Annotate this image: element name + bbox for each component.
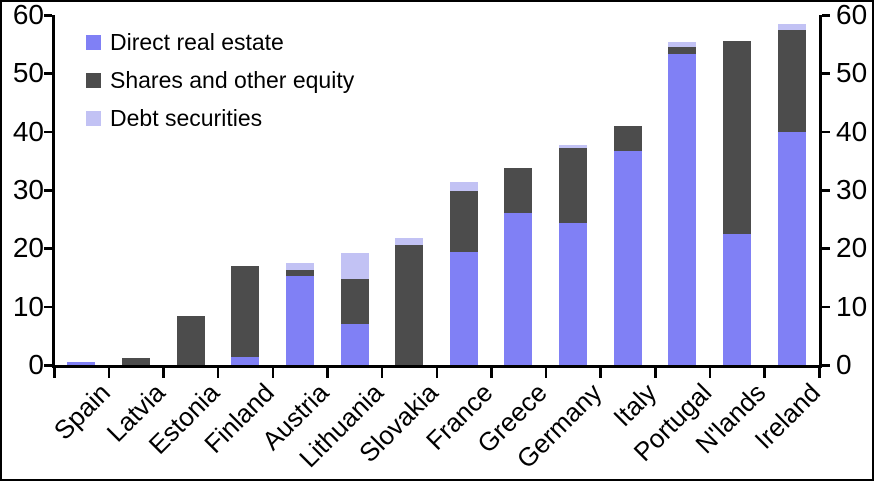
bar-segment-direct-real-estate-spain (67, 362, 96, 365)
bar-segment-shares-and-other-equity-ireland (777, 29, 806, 132)
x-tick (107, 367, 111, 378)
y-tick-left (44, 130, 52, 134)
x-axis (52, 365, 822, 368)
legend-swatch-shares-and-other-equity (86, 72, 101, 88)
x-tick (763, 367, 766, 378)
bar-segment-direct-real-estate-lithuania (340, 324, 369, 365)
y-axis-label-right: 40 (836, 115, 868, 147)
x-tick (53, 367, 56, 378)
y-axis-right (819, 15, 822, 367)
x-tick (599, 367, 602, 378)
x-tick (216, 367, 220, 378)
y-tick-right (821, 72, 830, 75)
y-axis-label-right: 60 (836, 0, 868, 30)
y-tick-right (821, 130, 830, 134)
bar-segment-shares-and-other-equity-greece (504, 167, 533, 213)
legend-item-debt-securities: Debt securities (86, 104, 354, 132)
x-tick (654, 367, 657, 378)
y-tick-right (821, 364, 830, 367)
bar-segment-debt-securities-france (449, 181, 478, 191)
bar-segment-shares-and-other-equity-france (449, 190, 478, 253)
bar-segment-direct-real-estate-france (449, 252, 478, 365)
bar-segment-direct-real-estate-germany (559, 223, 588, 365)
bar-segment-shares-and-other-equity-germany (559, 148, 588, 224)
y-tick-left (44, 72, 52, 75)
bar-segment-direct-real-estate-ireland (777, 131, 806, 365)
x-tick (544, 367, 548, 378)
bar-segment-debt-securities-lithuania (340, 253, 369, 279)
y-axis-label-right: 10 (836, 290, 868, 322)
bar-segment-shares-and-other-equity-austria (285, 269, 314, 277)
bar-segment-direct-real-estate-nlands (723, 233, 752, 365)
bar-segment-direct-real-estate-greece (504, 212, 533, 365)
y-axis-label-right: 30 (836, 174, 868, 205)
y-axis-label-left: 30 (12, 174, 44, 205)
bar-segment-direct-real-estate-finland (231, 356, 260, 365)
bar-segment-shares-and-other-equity-estonia (176, 316, 205, 365)
bar-segment-direct-real-estate-portugal (668, 54, 697, 365)
x-tick (380, 367, 384, 378)
bar-segment-shares-and-other-equity-finland (231, 265, 260, 357)
bar-segment-debt-securities-ireland (777, 23, 806, 30)
legend: Direct real estate Shares and other equit… (86, 28, 354, 142)
legend-swatch-debt-securities (86, 110, 101, 126)
y-tick-right (821, 189, 830, 192)
bar-segment-shares-and-other-equity-nlands (723, 40, 752, 234)
y-axis-label-right: 20 (836, 232, 868, 264)
legend-label-shares-and-other-equity: Shares and other equity (110, 66, 355, 93)
x-axis-label-spain: Spain (47, 377, 116, 446)
legend-item-shares-and-other-equity: Shares and other equity (86, 66, 354, 94)
y-axis-label-left: 0 (28, 349, 44, 380)
y-tick-left (44, 189, 52, 192)
y-axis-label-left: 40 (12, 115, 44, 147)
legend-swatch-direct-real-estate (86, 34, 101, 50)
x-tick (162, 367, 165, 378)
bar-segment-shares-and-other-equity-lithuania (340, 278, 369, 325)
bar-segment-debt-securities-portugal (668, 42, 697, 48)
y-tick-right (821, 305, 830, 309)
y-axis-label-left: 50 (12, 57, 44, 89)
y-axis-label-left: 20 (12, 232, 44, 264)
x-tick (708, 367, 712, 378)
bar-segment-direct-real-estate-italy (613, 150, 642, 365)
bar-segment-debt-securities-austria (285, 262, 314, 270)
bar-segment-shares-and-other-equity-italy (613, 125, 642, 151)
y-axis-label-right: 0 (836, 349, 852, 380)
y-tick-left (44, 364, 52, 367)
legend-item-direct-real-estate: Direct real estate (86, 28, 354, 56)
y-axis-left (52, 15, 55, 367)
bar-segment-shares-and-other-equity-latvia (121, 358, 150, 365)
y-axis-label-right: 50 (836, 57, 868, 89)
y-tick-left (44, 305, 52, 309)
y-tick-right (821, 247, 830, 250)
y-tick-left (44, 247, 52, 250)
bar-segment-debt-securities-slovakia (395, 238, 424, 246)
y-axis-label-left: 60 (12, 0, 44, 30)
x-tick (326, 367, 329, 378)
bar-segment-shares-and-other-equity-slovakia (395, 245, 424, 365)
bar-segment-debt-securities-germany (559, 145, 588, 148)
x-tick (271, 367, 275, 378)
y-tick-left (44, 14, 52, 17)
legend-label-direct-real-estate: Direct real estate (110, 28, 284, 55)
bar-segment-direct-real-estate-austria (285, 276, 314, 365)
x-tick (435, 367, 438, 378)
y-tick-right (821, 14, 830, 17)
bar-segment-shares-and-other-equity-portugal (668, 47, 697, 55)
x-tick (818, 367, 821, 378)
x-tick (490, 367, 493, 378)
legend-label-debt-securities: Debt securities (110, 104, 263, 131)
y-axis-label-left: 10 (12, 290, 44, 322)
